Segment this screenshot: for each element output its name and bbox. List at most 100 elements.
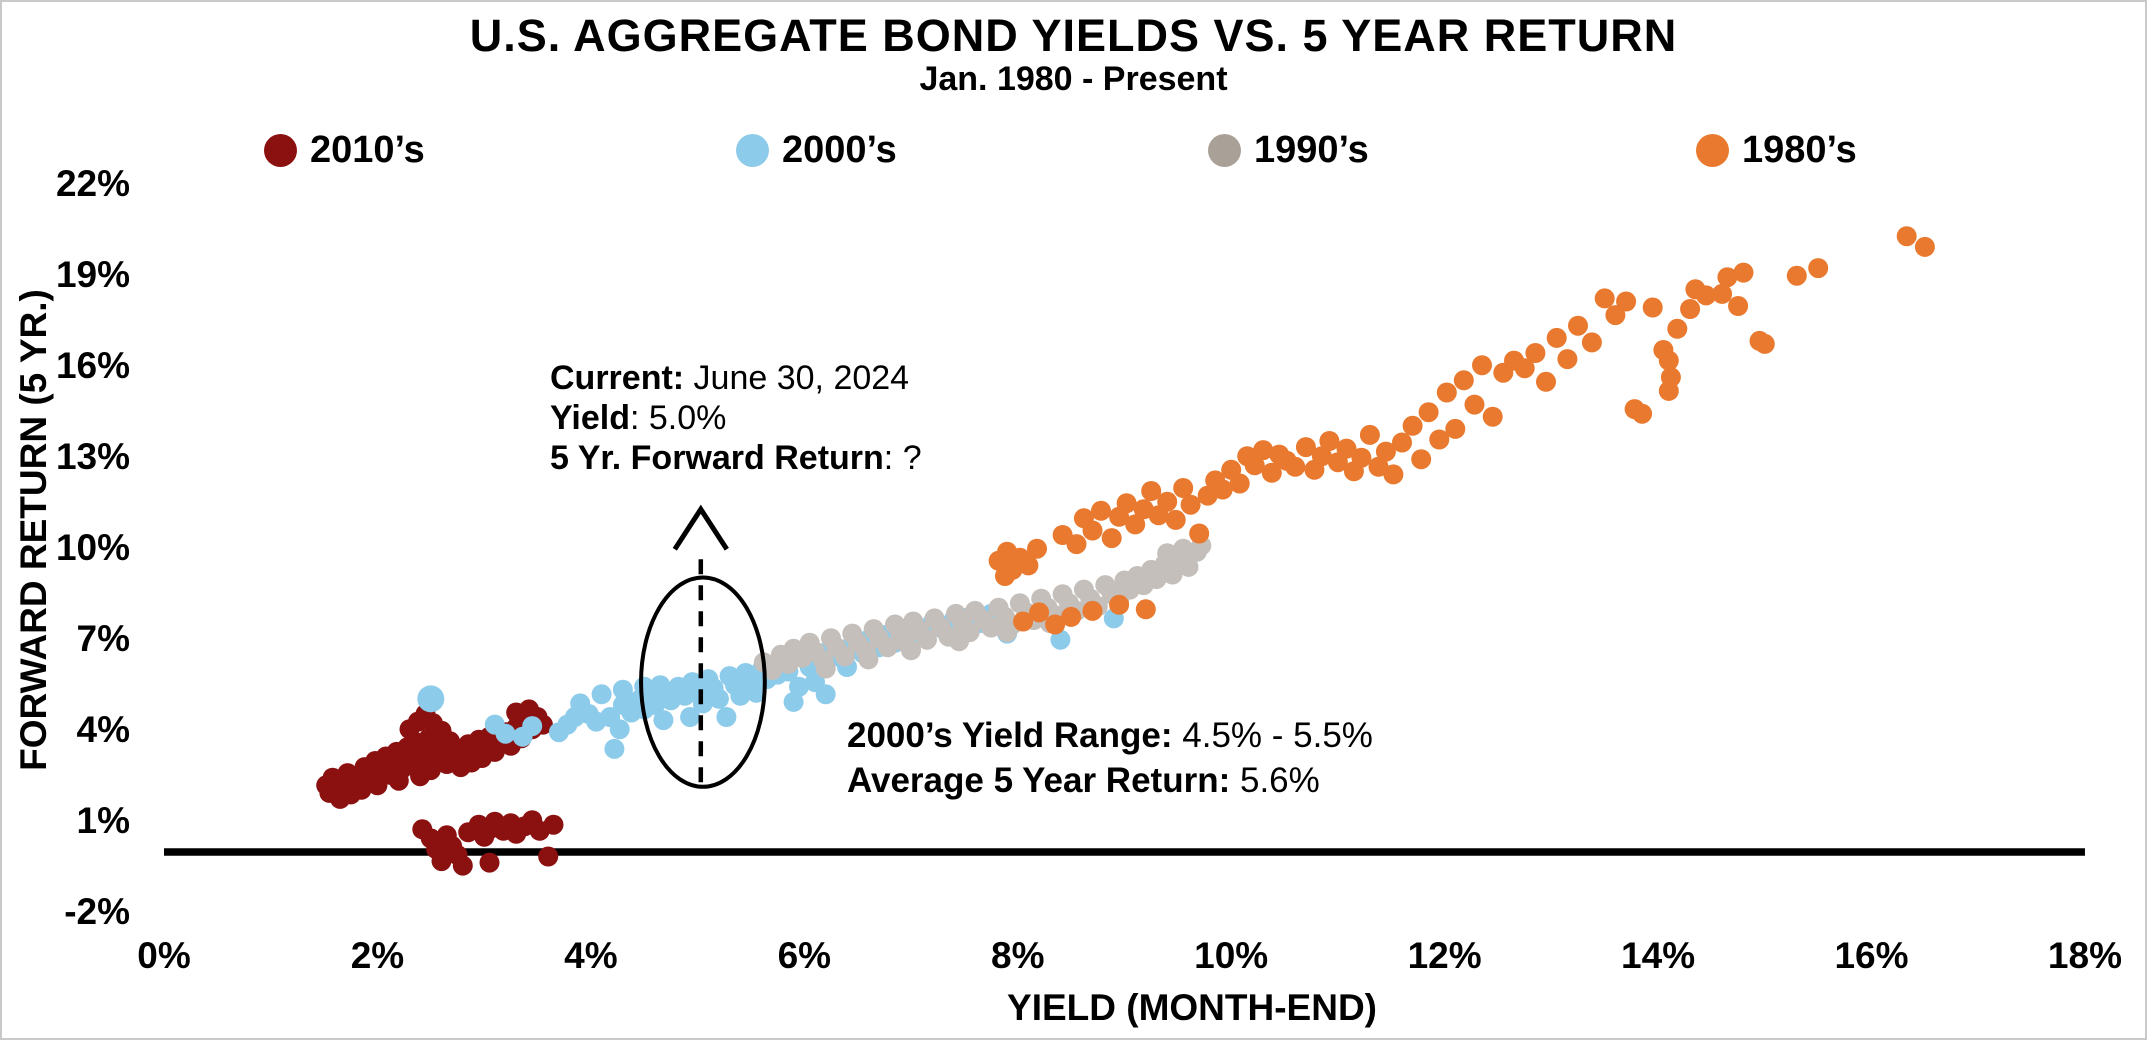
legend-label: 1980’s	[1742, 128, 1857, 171]
data-point	[1178, 556, 1199, 577]
legend-dot-icon	[264, 133, 297, 167]
y-tick-label: 1%	[76, 799, 130, 841]
data-point	[708, 688, 729, 709]
data-point	[1632, 403, 1653, 424]
x-axis-title: YIELD (MONTH-END)	[1007, 987, 1377, 1028]
data-point	[1914, 236, 1935, 257]
data-point	[1392, 432, 1412, 453]
y-tick-label: 7%	[76, 617, 130, 659]
data-point	[1285, 456, 1306, 477]
data-point	[1472, 355, 1492, 376]
data-point	[1482, 406, 1503, 427]
data-point	[995, 566, 1015, 586]
data-point	[1754, 333, 1775, 354]
series-1990s	[753, 535, 1212, 680]
data-point	[1411, 449, 1432, 470]
data-point	[716, 707, 737, 727]
data-point	[452, 855, 473, 876]
data-point	[1808, 258, 1829, 279]
series-1980s	[988, 226, 1935, 635]
data-point	[1514, 358, 1535, 379]
data-point	[1383, 464, 1404, 485]
annotation-line: Current: June 30, 2024	[550, 359, 910, 397]
data-point	[901, 640, 921, 661]
data-point	[1082, 520, 1103, 541]
legend-item-1980s: 1980’s	[1696, 124, 1857, 176]
data-point	[1141, 481, 1162, 501]
data-point	[653, 710, 674, 731]
data-point	[834, 646, 855, 667]
data-point	[1402, 415, 1423, 436]
data-point	[1157, 543, 1178, 564]
data-point	[1261, 462, 1282, 483]
data-point	[1173, 478, 1194, 498]
x-tick-label: 14%	[1621, 935, 1696, 976]
data-point	[591, 684, 612, 705]
annotation-2000s-range: 2000’s Yield Range: 4.5% - 5.5% Average 5…	[847, 713, 1373, 803]
legend-item-2010s: 2010’s	[264, 124, 425, 176]
data-point	[1680, 299, 1701, 319]
x-tick-label: 18%	[2047, 935, 2122, 976]
data-point	[1027, 538, 1047, 559]
data-point	[495, 723, 516, 744]
data-point	[1101, 528, 1122, 549]
data-point	[431, 851, 452, 872]
data-point	[612, 679, 633, 700]
data-point	[1311, 446, 1332, 467]
data-point	[1712, 283, 1733, 304]
data-point	[367, 775, 388, 796]
data-point	[1045, 614, 1066, 635]
y-tick-label: 16%	[55, 344, 130, 386]
data-point	[815, 658, 836, 679]
data-point	[388, 770, 409, 791]
data-point	[1336, 438, 1357, 459]
data-point	[1896, 226, 1917, 247]
data-point	[858, 649, 879, 670]
x-tick-label: 8%	[991, 935, 1045, 976]
legend-dot-icon	[1696, 133, 1729, 167]
data-point	[1581, 332, 1602, 353]
annotation-current-yield: Current: June 30, 2024 Yield: 5.0% 5 Yr. F…	[550, 358, 922, 478]
data-point	[1229, 473, 1250, 494]
data-point	[680, 707, 701, 727]
data-point	[522, 716, 543, 737]
data-point	[1696, 285, 1717, 306]
legend-label: 2000’s	[782, 128, 897, 171]
annotation-line: 5 Yr. Forward Return: ?	[550, 439, 922, 477]
data-point	[1125, 514, 1146, 535]
annotation-line: 2000’s Yield Range: 4.5% - 5.5%	[847, 716, 1373, 755]
data-point	[746, 682, 767, 703]
x-tick-label: 16%	[1834, 935, 1909, 976]
data-point	[1018, 555, 1039, 576]
data-point	[1197, 485, 1218, 506]
data-point	[877, 637, 898, 658]
data-point	[1733, 262, 1754, 283]
data-point	[1436, 382, 1457, 403]
data-point	[538, 846, 559, 867]
data-point	[1568, 315, 1588, 336]
legend-dot-icon	[736, 133, 769, 167]
data-point	[1605, 305, 1626, 326]
arrow-head-icon	[672, 504, 729, 551]
x-tick-label: 6%	[777, 935, 832, 976]
data-point	[1667, 318, 1688, 339]
data-point	[1109, 594, 1130, 615]
data-point	[1061, 606, 1082, 627]
data-point	[1368, 456, 1389, 477]
data-point	[479, 852, 500, 873]
chart-subtitle: Jan. 1980 - Present	[919, 60, 1228, 98]
data-point	[1050, 629, 1071, 650]
special-large-point	[417, 685, 445, 713]
data-point	[1728, 296, 1749, 316]
data-point	[1546, 327, 1567, 348]
highlight-ellipse	[639, 575, 767, 789]
data-point	[1244, 455, 1265, 476]
data-point	[1375, 441, 1396, 462]
data-point	[1253, 440, 1274, 461]
data-point	[1536, 371, 1556, 392]
y-tick-label: 4%	[76, 708, 130, 750]
data-point	[1418, 402, 1439, 423]
chart-title: U.S. AGGREGATE BOND YIELDS VS. 5 YEAR RE…	[469, 10, 1678, 61]
